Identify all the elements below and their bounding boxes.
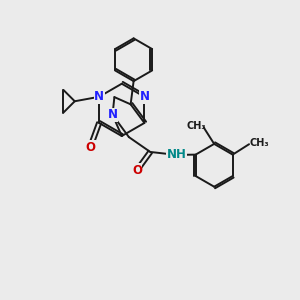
Text: CH₃: CH₃ xyxy=(187,121,206,131)
Text: N: N xyxy=(94,90,104,103)
Text: N: N xyxy=(107,108,118,121)
Text: CH₃: CH₃ xyxy=(250,138,269,148)
Text: N: N xyxy=(140,90,149,103)
Text: O: O xyxy=(132,164,142,177)
Text: O: O xyxy=(85,141,95,154)
Text: NH: NH xyxy=(167,148,186,161)
